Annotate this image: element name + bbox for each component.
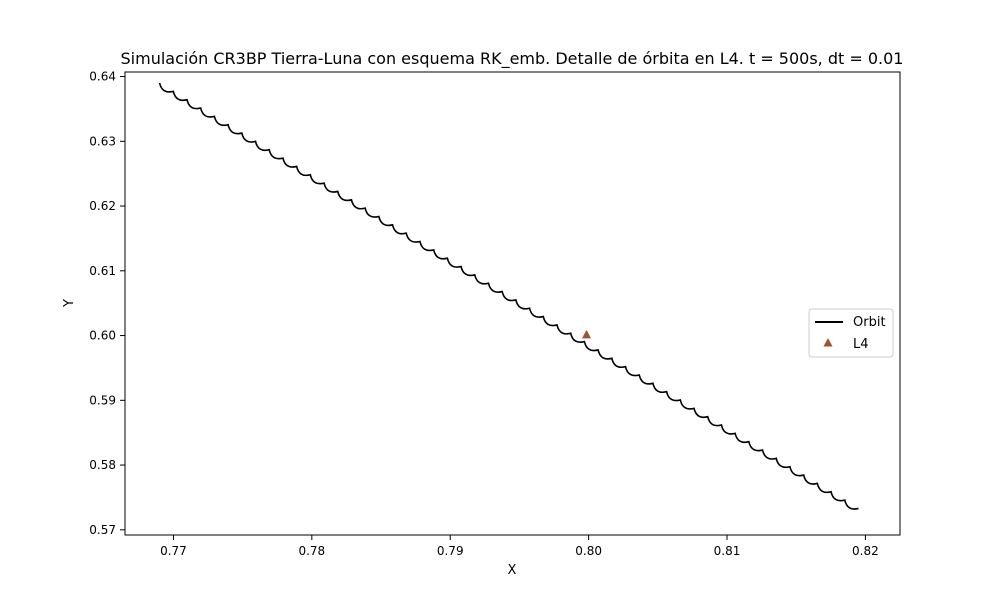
legend-l4-swatch [823, 338, 833, 347]
x-tick-label: 0.77 [160, 544, 187, 558]
x-tick-label: 0.78 [298, 544, 325, 558]
legend-l4-label: L4 [853, 337, 869, 352]
y-tick-label: 0.61 [89, 264, 116, 278]
axes-frame [124, 71, 901, 536]
legend: Orbit L4 [808, 308, 894, 358]
y-tick-label: 0.59 [89, 393, 116, 407]
y-tick-label: 0.64 [89, 70, 116, 84]
x-axis-label: X [508, 563, 517, 578]
x-tick-label: 0.79 [437, 544, 464, 558]
y-tick-label: 0.60 [89, 329, 116, 343]
y-axis-label: Y [62, 299, 77, 308]
y-tick-label: 0.57 [89, 523, 116, 537]
x-tick-label: 0.80 [575, 544, 602, 558]
y-tick-label: 0.62 [89, 199, 116, 213]
axis-ticks: 0.77 0.78 0.79 0.80 0.81 0.82 0.57 0.58 0.59 0.60… [89, 70, 878, 558]
orbit-line [158, 82, 859, 510]
plot-area [158, 82, 859, 510]
l4-point-marker [582, 329, 592, 339]
y-tick-label: 0.58 [89, 458, 116, 472]
chart-title: Simulación CR3BP Tierra-Luna con esquema… [121, 49, 904, 69]
x-tick-label: 0.81 [714, 544, 741, 558]
x-tick-label: 0.82 [852, 544, 879, 558]
legend-orbit-label: Orbit [853, 315, 886, 330]
y-tick-label: 0.63 [89, 134, 116, 148]
